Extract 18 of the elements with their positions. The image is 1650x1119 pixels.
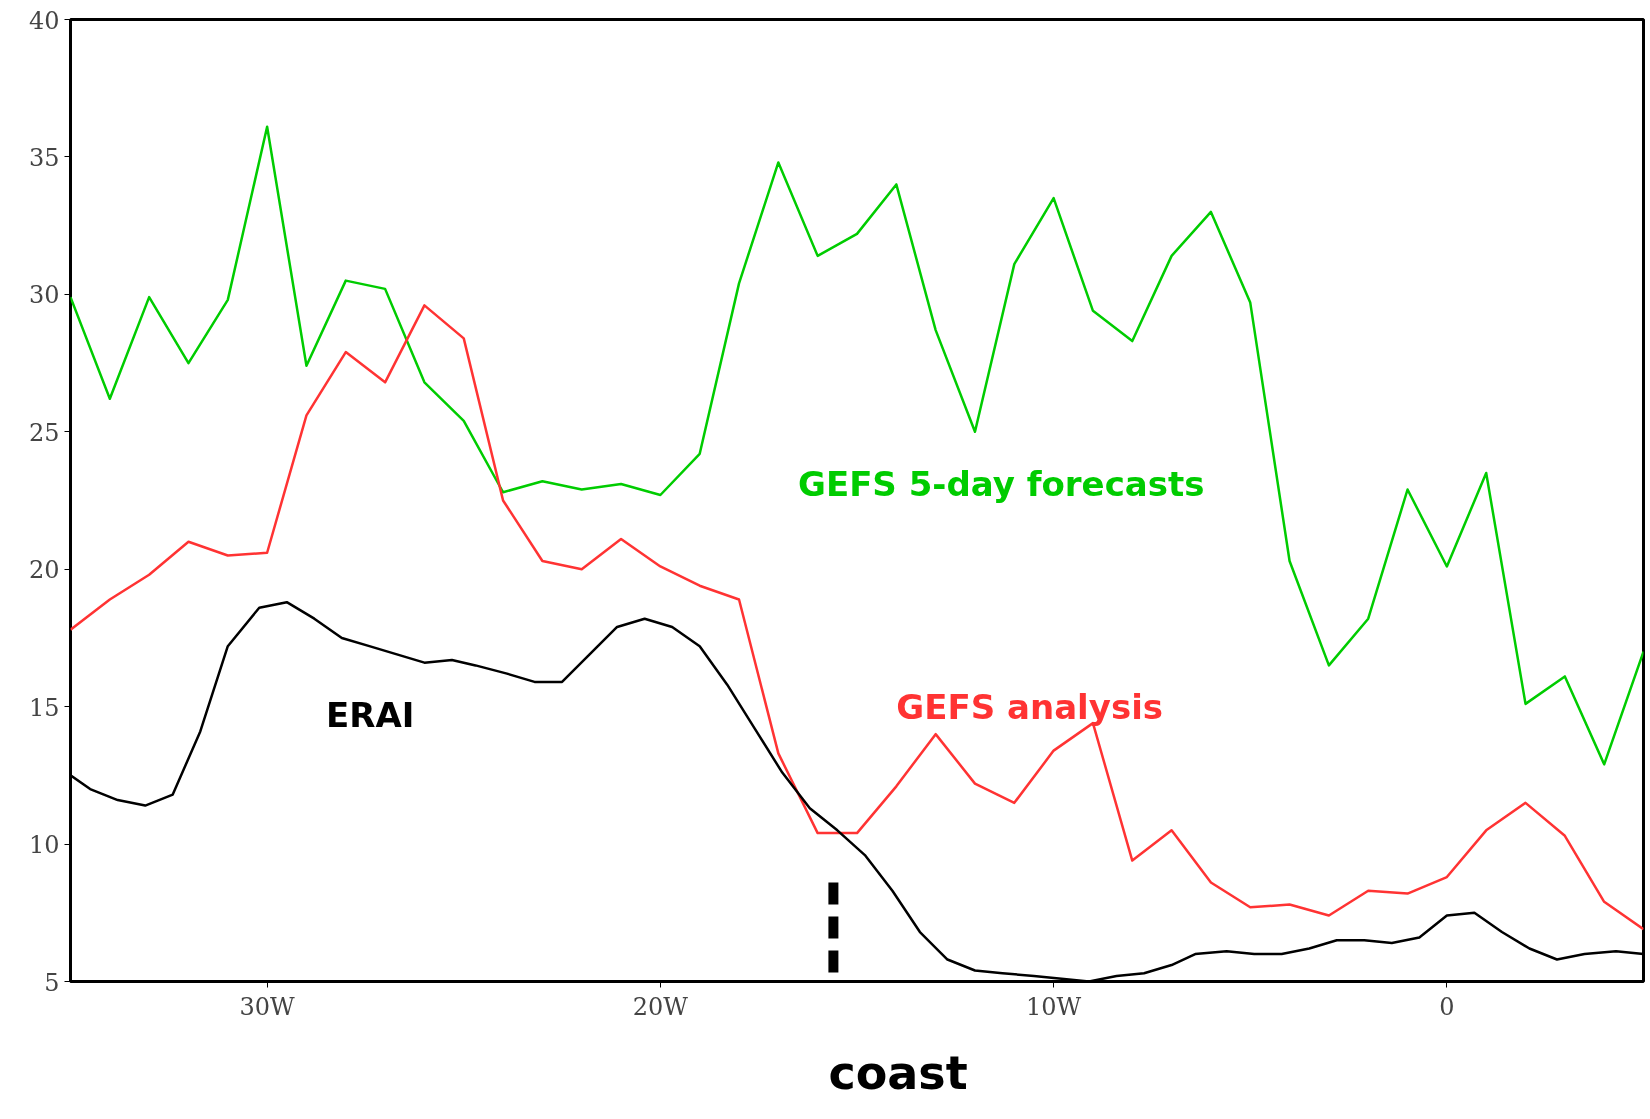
ref-line-label: coast <box>828 1045 968 1100</box>
series-label: ERAI <box>326 694 415 735</box>
series-label: GEFS 5-day forecasts <box>798 464 1205 505</box>
y-tick-label: 10 <box>28 831 60 860</box>
y-tick-label: 20 <box>28 556 60 585</box>
x-tick-label: 20W <box>632 992 689 1021</box>
y-tick-label: 35 <box>28 143 60 172</box>
x-tick-label: 30W <box>239 992 296 1021</box>
y-tick-label: 25 <box>28 418 60 447</box>
line-series <box>70 304 1644 931</box>
y-tick-label: 40 <box>28 6 60 35</box>
y-tick-label: 30 <box>28 281 60 310</box>
x-tick-label: 0 <box>1439 992 1455 1021</box>
series-label: GEFS analysis <box>896 686 1164 727</box>
line-series <box>70 125 1644 766</box>
y-tick-label: 5 <box>44 968 60 997</box>
y-tick-label: 15 <box>28 693 60 722</box>
x-tick-label: 10W <box>1026 992 1082 1021</box>
